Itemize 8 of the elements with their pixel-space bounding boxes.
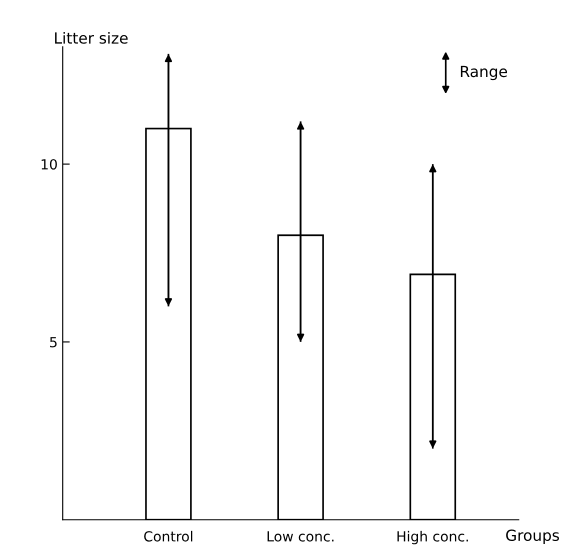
x-tick-label: Control [144, 530, 192, 542]
x-axis-title: Groups [506, 529, 559, 544]
legend-title: Range [460, 66, 508, 80]
x-tick-label: High conc. [397, 530, 468, 544]
y-tick-label: 10 [42, 159, 57, 170]
y-tick-label: 5 [50, 337, 57, 348]
y-axis-title: Litter size [55, 32, 128, 44]
x-tick-label: Low conc. [268, 531, 334, 542]
